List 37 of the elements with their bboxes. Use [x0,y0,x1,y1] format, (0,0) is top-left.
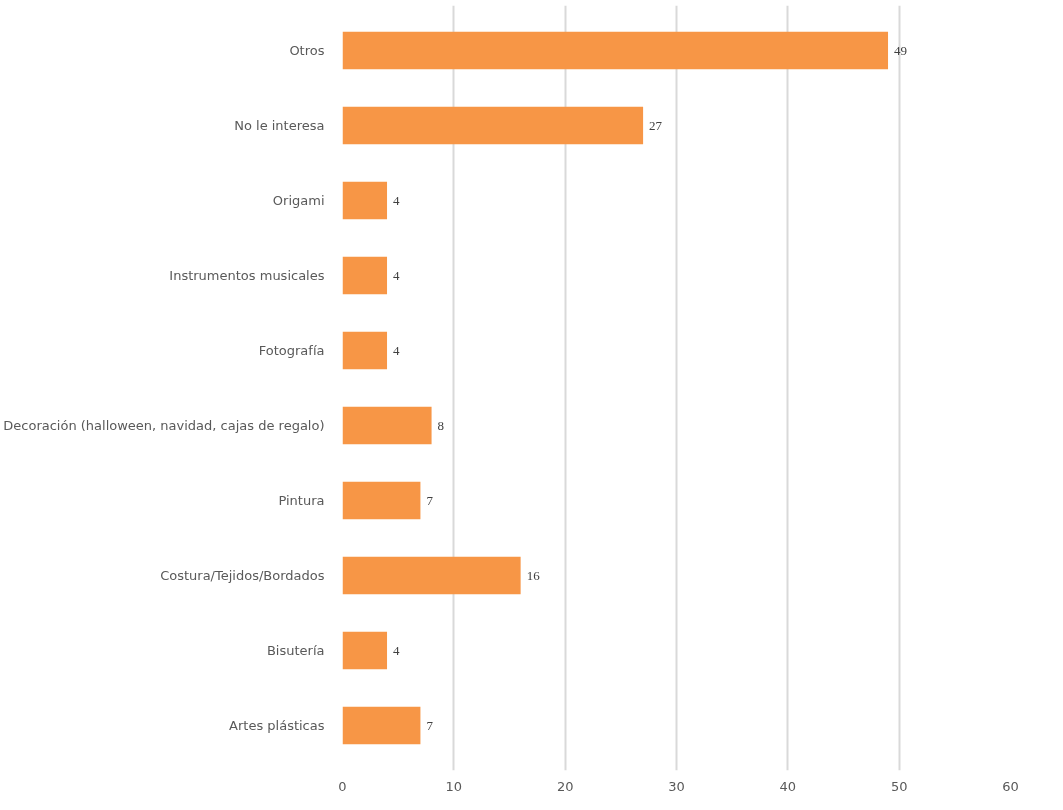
data-label: 49 [894,42,908,58]
y-tick-label: Otros [289,43,325,58]
x-tick-label: 30 [668,778,685,794]
bar [342,556,521,595]
data-label: 7 [426,492,434,508]
data-label: 4 [393,642,401,658]
data-label: 7 [426,717,434,733]
data-label: 27 [649,117,663,133]
bar [342,406,432,445]
x-tick-label: 50 [890,778,908,794]
bar [342,331,388,370]
y-tick-label: Artes plásticas [229,718,325,733]
bar [342,706,421,745]
x-tick-label: 0 [338,778,347,794]
data-label: 4 [393,192,401,208]
data-label: 4 [393,267,401,283]
bar [342,481,421,520]
data-label: 16 [526,567,541,583]
bar [342,256,388,295]
bar [342,631,388,670]
x-tick-label: 10 [445,778,463,794]
x-tick-label: 60 [1002,778,1019,794]
data-label: 4 [393,342,401,358]
y-tick-label: Instrumentos musicales [169,268,325,283]
bar [342,181,388,220]
bar [342,106,644,145]
y-tick-label: Decoración (halloween, navidad, cajas de regalo) [3,418,325,433]
y-tick-label: Origami [272,193,325,208]
y-tick-label: Bisutería [266,643,325,658]
x-tick-label: 20 [556,778,574,794]
y-tick-label: Fotografía [258,343,325,358]
y-tick-label: Pintura [278,493,325,508]
y-tick-label: No le interesa [234,118,325,133]
y-tick-label: Costura/Tejidos/Bordados [160,568,325,583]
data-label: 8 [437,417,445,433]
bar [342,31,889,70]
x-tick-label: 40 [779,778,797,794]
